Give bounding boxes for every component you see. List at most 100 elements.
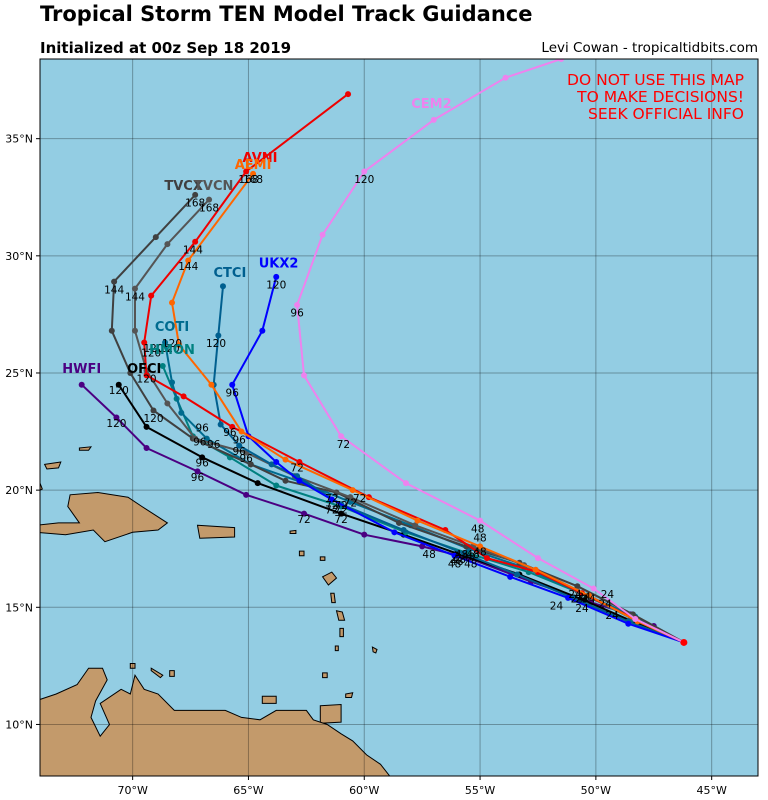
track-point-coti xyxy=(178,409,185,416)
island-st-lucia xyxy=(339,627,344,638)
hour-label-ctci: 24 xyxy=(575,594,589,606)
track-point-hwfi xyxy=(419,543,426,550)
track-point-aemi xyxy=(477,543,484,550)
hour-label-coti: 96 xyxy=(207,439,221,451)
track-point-tvcx xyxy=(396,519,402,526)
hour-label-coti: 24 xyxy=(575,594,589,606)
island-cuba-tip xyxy=(40,482,43,491)
hour-label-avni: 48 xyxy=(473,533,486,545)
hour-label-coti: 72 xyxy=(334,500,347,512)
track-point-ctci xyxy=(219,283,226,290)
hour-label-ofci: 120 xyxy=(109,385,129,397)
hour-label-ofci: 96 xyxy=(195,458,209,470)
track-point-avni xyxy=(243,168,250,175)
hour-label-ofci: 48 xyxy=(450,556,463,568)
lon-tick-label: 50°W xyxy=(581,784,611,797)
land-layer xyxy=(40,446,391,776)
track-point-tvcx xyxy=(574,583,581,590)
track-point-ofci xyxy=(143,423,150,430)
hour-label-cem2: 48 xyxy=(471,523,484,535)
ocean xyxy=(40,59,758,776)
hour-label-ctci: 96 xyxy=(232,446,246,458)
track-point-ukx2 xyxy=(273,273,280,280)
hour-label-aemi: 72 xyxy=(353,493,366,505)
track-point-aemi xyxy=(349,487,356,494)
track-point-cem2 xyxy=(502,74,509,81)
model-label-ofci: OFCI xyxy=(127,362,161,377)
hour-label-cem2: 24 xyxy=(601,589,615,601)
island-grenada xyxy=(322,672,328,679)
track-tvcx xyxy=(110,194,685,644)
lon-tick-label: 70°W xyxy=(117,784,147,797)
lat-tick-label: 25°N xyxy=(5,367,33,380)
model-label-avni: AVNI xyxy=(243,151,278,166)
track-point-ctci xyxy=(514,571,521,578)
track-point-tvcx xyxy=(127,369,134,376)
hour-label-tvcx: 144 xyxy=(104,284,124,296)
track-point-aemi xyxy=(414,517,421,524)
hour-label-tvcx: 24 xyxy=(568,589,582,601)
hour-label-avni: 72 xyxy=(290,462,303,474)
track-point-cem2 xyxy=(361,168,368,175)
track-point-tvcn xyxy=(164,241,171,248)
track-point-cem2 xyxy=(430,116,437,123)
track-point-cem2 xyxy=(477,517,484,524)
track-point-avni xyxy=(148,292,155,299)
track-point-aemi xyxy=(169,299,176,306)
track-point-ukx2 xyxy=(625,620,632,627)
track-point-hwfi xyxy=(78,381,85,388)
hour-label-tvcn: 96 xyxy=(239,453,253,465)
hour-labels: 24 48 72 96 120 24 48 72 96 120 24 48 72 96 120 24 48 72 9… xyxy=(104,174,619,622)
hour-label-ctci: 120 xyxy=(206,338,226,350)
track-point-hwfi xyxy=(361,531,368,538)
hour-label-tvcx: 96 xyxy=(195,423,209,435)
track-point-ctci xyxy=(460,550,467,557)
track-point-ofci xyxy=(338,510,345,517)
track-point-aemi xyxy=(250,170,257,177)
track-point-aemi xyxy=(532,566,539,573)
island-margarita xyxy=(261,695,277,704)
track-point-tvcx xyxy=(111,278,118,285)
warning-line-2: TO MAKE DECISIONS! xyxy=(576,88,744,106)
hour-label-hmon: 72 xyxy=(325,505,338,517)
hour-label-tvcn: 120 xyxy=(137,373,157,385)
track-point-aemi xyxy=(175,341,182,348)
lat-tick-label: 35°N xyxy=(5,133,33,146)
track-point-ukx2 xyxy=(507,573,514,580)
island-caicos xyxy=(78,446,93,451)
island-st-vincent xyxy=(334,645,339,652)
hour-label-tvcx: 72 xyxy=(325,493,338,505)
island-aruba xyxy=(129,663,136,669)
track-point-cem2 xyxy=(558,59,565,62)
lat-tick-label: 20°N xyxy=(5,484,33,497)
hour-label-aemi: 144 xyxy=(178,261,198,273)
island-inagua xyxy=(43,461,62,470)
track-point-hwfi xyxy=(243,491,250,498)
track-point-avni xyxy=(296,459,303,466)
track-point-cem2 xyxy=(319,231,326,238)
init-time: Initialized at 00z Sep 18 2019 xyxy=(40,39,292,57)
credit: Levi Cowan - tropicaltidbits.com xyxy=(541,40,758,56)
island-puerto-rico xyxy=(196,524,236,539)
track-point-tvcn xyxy=(192,435,199,442)
lon-tick-label: 55°W xyxy=(465,784,495,797)
model-label-ctci: CTCI xyxy=(214,266,247,281)
track-point-avni xyxy=(143,372,150,379)
model-label-cem2: CEM2 xyxy=(411,97,451,112)
track-point-tvcx xyxy=(247,461,254,468)
track-point-hmon xyxy=(273,482,280,489)
hour-label-avni: 24 xyxy=(582,594,596,606)
hour-label-cem2: 120 xyxy=(354,174,374,186)
track-point-ukx2 xyxy=(565,594,572,601)
track-point-ctci xyxy=(400,526,407,533)
hour-label-tvcn: 48 xyxy=(466,549,479,561)
track-point-hwfi xyxy=(194,468,201,475)
storm-start-point xyxy=(680,638,688,646)
track-point-aemi xyxy=(208,381,215,388)
hour-label-tvcx: 120 xyxy=(143,413,163,425)
model-label-ukx2: UKX2 xyxy=(259,257,299,272)
hour-label-avni: 120 xyxy=(141,348,161,360)
hour-label-ukx2: 120 xyxy=(266,280,286,292)
island-bonaire xyxy=(169,670,175,677)
lon-tick-label: 45°W xyxy=(696,784,726,797)
